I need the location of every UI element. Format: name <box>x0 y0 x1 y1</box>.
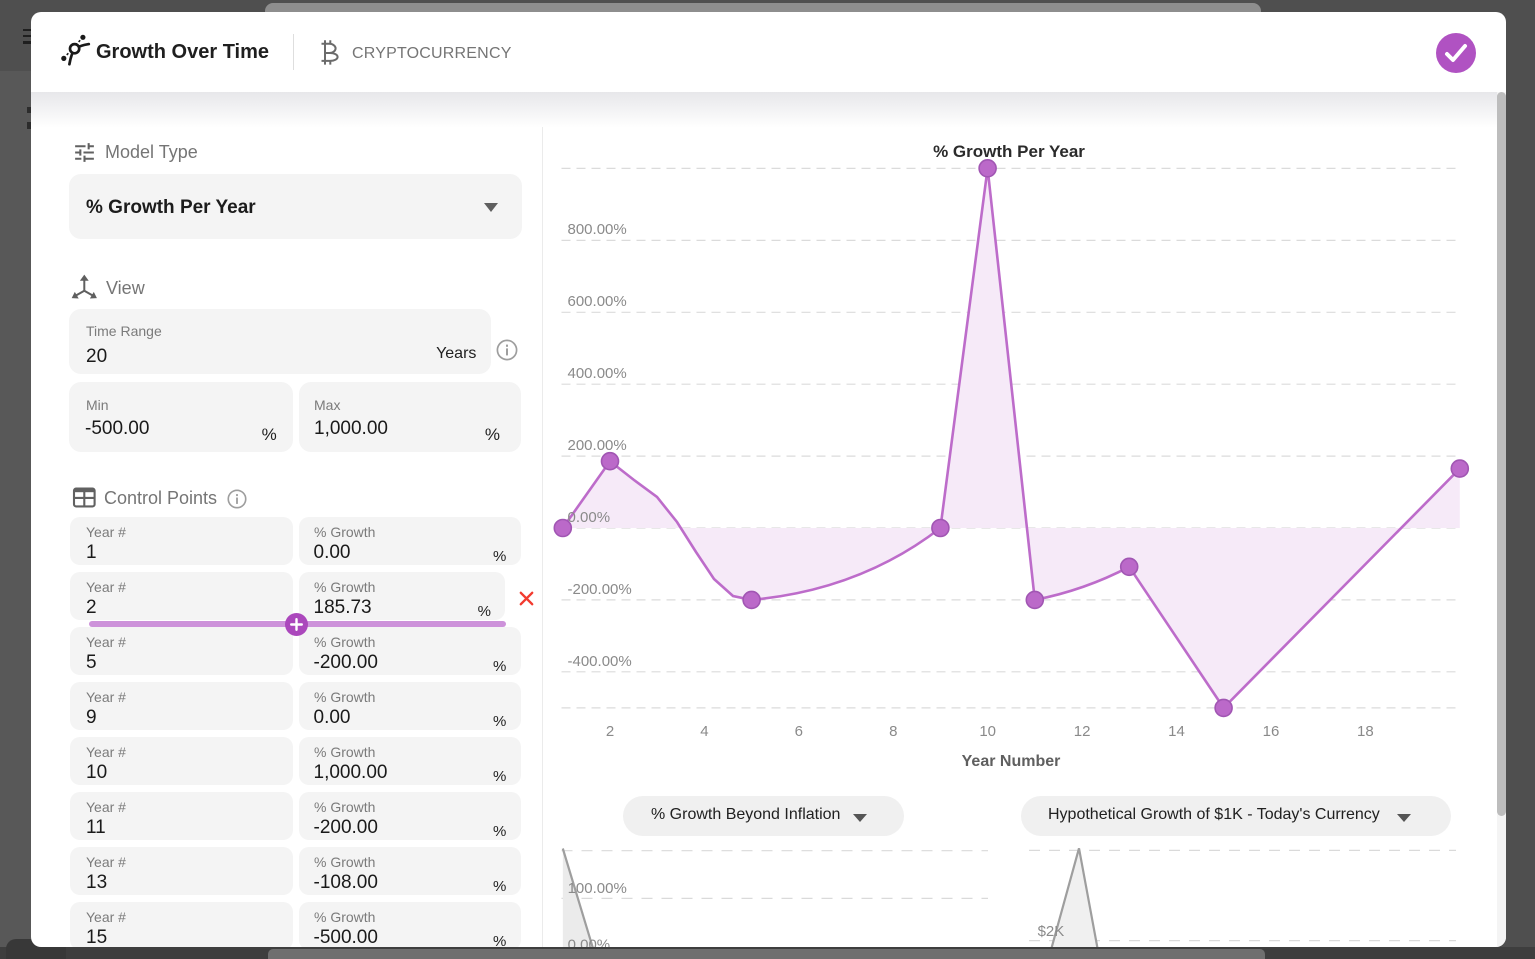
svg-text:-400.00%: -400.00% <box>568 653 632 670</box>
svg-text:400.00%: 400.00% <box>568 365 627 382</box>
svg-text:14: 14 <box>1168 723 1185 740</box>
svg-text:4: 4 <box>700 723 708 740</box>
svg-text:800.00%: 800.00% <box>568 221 627 238</box>
svg-text:12: 12 <box>1074 723 1091 740</box>
svg-text:16: 16 <box>1263 723 1280 740</box>
svg-text:0.00%: 0.00% <box>568 509 611 526</box>
svg-text:8: 8 <box>889 723 897 740</box>
svg-text:10: 10 <box>979 723 996 740</box>
svg-text:2: 2 <box>606 723 614 740</box>
svg-text:18: 18 <box>1357 723 1374 740</box>
svg-text:Year Number: Year Number <box>962 753 1061 770</box>
svg-text:200.00%: 200.00% <box>568 437 627 454</box>
svg-text:100.00%: 100.00% <box>568 880 627 897</box>
svg-text:600.00%: 600.00% <box>568 293 627 310</box>
svg-text:6: 6 <box>795 723 803 740</box>
svg-text:0.00%: 0.00% <box>568 937 611 947</box>
svg-text:-200.00%: -200.00% <box>568 581 632 598</box>
svg-text:$2K: $2K <box>1038 923 1065 940</box>
svg-text:% Growth Per Year: % Growth Per Year <box>933 142 1085 161</box>
